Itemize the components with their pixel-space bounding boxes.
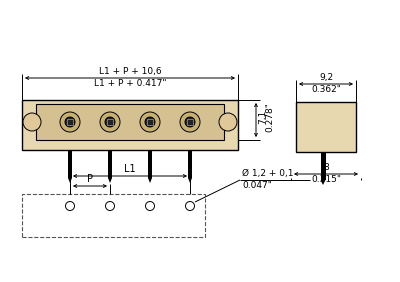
Circle shape: [186, 202, 194, 210]
Circle shape: [60, 112, 80, 132]
Bar: [296, 102, 356, 152]
Text: 8: 8: [323, 163, 329, 172]
Text: 0.278": 0.278": [265, 102, 274, 132]
Text: 0.362": 0.362": [311, 85, 341, 94]
Bar: [67, 119, 73, 125]
Polygon shape: [68, 178, 72, 183]
Circle shape: [140, 112, 160, 132]
Bar: [68, 150, 72, 178]
Bar: [22, 100, 238, 150]
Circle shape: [66, 202, 74, 210]
Text: P: P: [87, 174, 93, 184]
Bar: [108, 150, 112, 178]
Text: L1: L1: [124, 164, 136, 174]
Bar: [36, 104, 224, 140]
Text: 0.315": 0.315": [311, 175, 341, 184]
Bar: [107, 119, 113, 125]
Circle shape: [23, 113, 41, 131]
Polygon shape: [320, 180, 326, 185]
Bar: [147, 119, 153, 125]
Text: Ø 1,2 + 0,1: Ø 1,2 + 0,1: [242, 169, 294, 178]
Bar: [320, 152, 326, 180]
Text: 7,1: 7,1: [258, 110, 267, 124]
Circle shape: [146, 202, 154, 210]
Bar: [188, 150, 192, 178]
Polygon shape: [148, 178, 152, 183]
Circle shape: [145, 117, 155, 127]
Circle shape: [185, 117, 195, 127]
Polygon shape: [108, 178, 112, 183]
Text: L1 + P + 10,6: L1 + P + 10,6: [99, 67, 161, 76]
Bar: [148, 150, 152, 178]
Circle shape: [180, 112, 200, 132]
Text: L1 + P + 0.417": L1 + P + 0.417": [94, 79, 166, 88]
Polygon shape: [188, 178, 192, 183]
Circle shape: [105, 117, 115, 127]
Circle shape: [106, 202, 114, 210]
Circle shape: [65, 117, 75, 127]
Bar: [187, 119, 193, 125]
Text: 9,2: 9,2: [319, 73, 333, 82]
Text: 0.047": 0.047": [242, 181, 272, 190]
Circle shape: [100, 112, 120, 132]
Bar: [22, 194, 205, 237]
Circle shape: [219, 113, 237, 131]
